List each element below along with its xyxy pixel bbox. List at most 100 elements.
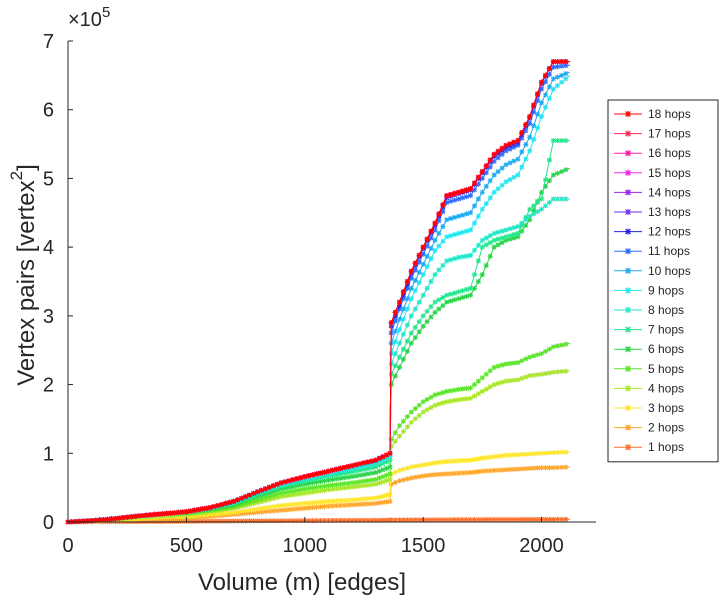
data-point (432, 227, 438, 233)
data-point (487, 195, 493, 201)
data-point (550, 369, 556, 375)
series-line (67, 61, 570, 523)
data-point (302, 474, 308, 480)
data-point (345, 464, 351, 470)
data-point (487, 384, 493, 390)
data-point (452, 397, 458, 403)
data-point (416, 517, 422, 523)
data-point (428, 304, 434, 310)
data-point (357, 517, 363, 523)
data-point (531, 203, 537, 209)
data-point (404, 322, 410, 328)
data-point (546, 450, 552, 456)
y-axis-title-superscript: 2 (7, 171, 26, 180)
data-point (479, 375, 485, 381)
data-point (550, 86, 556, 92)
data-point (452, 458, 458, 464)
data-point (527, 206, 533, 212)
data-point (472, 203, 477, 209)
data-point (550, 196, 556, 202)
legend-marker (625, 326, 631, 333)
data-point (468, 210, 473, 216)
data-point (460, 254, 466, 260)
data-point (452, 517, 458, 523)
data-point (483, 455, 489, 461)
data-point (416, 329, 422, 335)
data-point (495, 380, 501, 386)
data-point (539, 79, 544, 85)
data-point (543, 183, 548, 189)
data-point (535, 111, 541, 117)
data-point (456, 230, 462, 236)
data-point (400, 418, 406, 424)
data-point (270, 492, 276, 498)
data-point (251, 510, 256, 516)
data-point (559, 369, 565, 374)
data-point (460, 396, 466, 402)
data-point (444, 299, 450, 305)
data-point (531, 451, 537, 457)
data-point (203, 505, 209, 511)
data-point (515, 360, 521, 366)
ticks-layer: 0 500 1000 1500 2000 0 1 2 3 4 5 6 7 (43, 31, 564, 557)
data-point (148, 512, 154, 518)
data-point (460, 386, 466, 392)
data-point (475, 181, 481, 187)
data-point (487, 233, 493, 239)
data-point (400, 316, 406, 322)
data-point (563, 341, 569, 347)
y-exponent-label: ×105 (68, 4, 110, 31)
data-point (274, 518, 280, 524)
data-point (436, 306, 442, 312)
data-point (318, 484, 324, 490)
data-point (223, 510, 229, 516)
data-point (282, 485, 288, 491)
data-point (456, 470, 462, 476)
data-point (286, 478, 292, 484)
legend-item: 7 hops (614, 323, 684, 337)
data-point (491, 237, 497, 243)
data-point (487, 468, 493, 474)
data-point (563, 167, 569, 173)
data-point (274, 503, 280, 509)
data-point (380, 454, 386, 460)
data-point (483, 468, 489, 474)
data-point (444, 200, 450, 205)
data-point (387, 457, 393, 463)
data-point (483, 386, 489, 392)
data-point (475, 213, 481, 219)
data-point (563, 76, 569, 82)
data-point (499, 362, 505, 368)
data-point (251, 518, 256, 524)
data-point (314, 484, 320, 490)
data-point (365, 482, 371, 488)
data-point (302, 505, 308, 511)
data-point (440, 263, 446, 268)
data-point (353, 497, 359, 503)
data-point (479, 169, 485, 175)
data-point (223, 500, 229, 506)
data-point (531, 102, 537, 108)
data-point (424, 253, 430, 259)
data-point (357, 472, 363, 478)
data-point (543, 177, 548, 183)
data-point (495, 186, 501, 192)
data-point (365, 459, 371, 465)
data-point (452, 470, 458, 476)
data-point (211, 518, 217, 524)
data-point (519, 130, 525, 136)
data-point (270, 518, 276, 524)
data-point (408, 517, 414, 523)
data-point (369, 495, 375, 501)
data-point (546, 465, 552, 471)
data-point (278, 507, 284, 513)
data-point (479, 175, 485, 181)
data-point (298, 482, 304, 488)
legend-marker (625, 385, 631, 392)
data-point (424, 397, 430, 402)
data-point (550, 344, 556, 350)
legend-label: 15 hops (648, 166, 691, 180)
data-point (519, 228, 525, 234)
data-point (333, 498, 339, 504)
data-point (369, 482, 375, 488)
